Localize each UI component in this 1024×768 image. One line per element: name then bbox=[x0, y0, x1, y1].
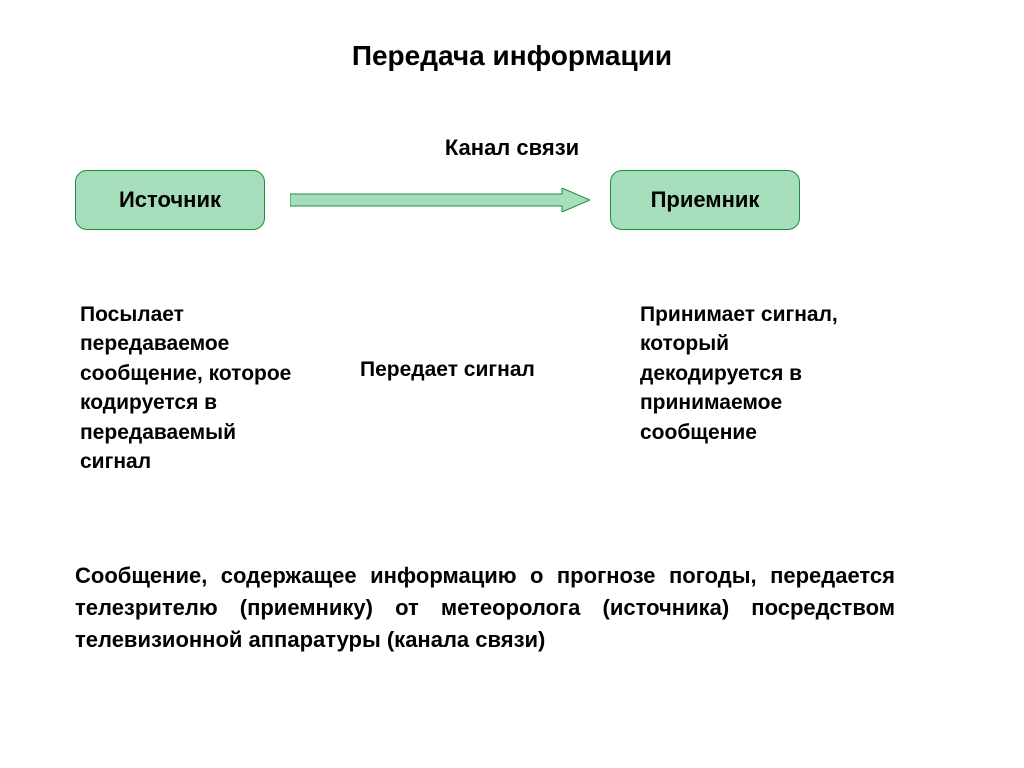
page-title: Передача информации bbox=[0, 40, 1024, 72]
arrow bbox=[290, 188, 590, 212]
receiver-description: Принимает сигнал, который декодируется в… bbox=[640, 300, 870, 447]
source-description: Посылает передаваемое сообщение, которое… bbox=[80, 300, 300, 476]
channel-label: Канал связи bbox=[0, 135, 1024, 161]
arrow-icon bbox=[290, 188, 590, 212]
receiver-box: Приемник bbox=[610, 170, 800, 230]
channel-description: Передает сигнал bbox=[360, 355, 610, 384]
receiver-box-label: Приемник bbox=[651, 187, 760, 213]
bottom-paragraph: Сообщение, содержащее информацию о прогн… bbox=[75, 560, 895, 656]
source-box: Источник bbox=[75, 170, 265, 230]
source-box-label: Источник bbox=[119, 187, 221, 213]
